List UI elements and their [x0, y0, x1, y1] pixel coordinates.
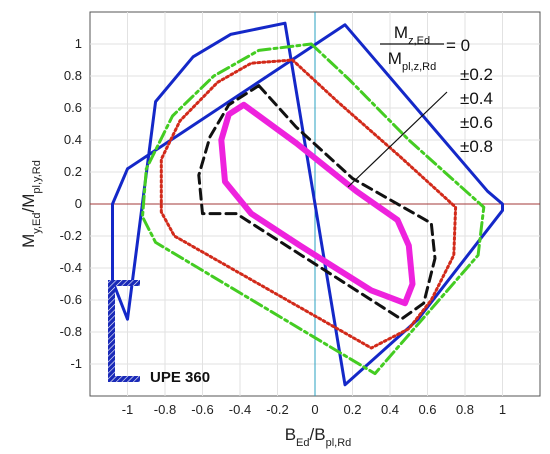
x-ticks: -1 -0.8 -0.6 -0.4 -0.2 0 0.2 0.4 0.6 0.8 1 — [122, 402, 506, 417]
section-label: UPE 360 — [150, 369, 210, 386]
legend-entry-3: ±0.6 — [460, 113, 493, 132]
y-tick-label-10: -1 — [70, 356, 82, 371]
legend-entry-0: = 0 — [446, 36, 470, 55]
x-tick-label-7: 0.4 — [381, 402, 399, 417]
x-tick-label-9: 0.8 — [456, 402, 474, 417]
x-tick-label-8: 0.6 — [418, 402, 436, 417]
x-tick-label-6: 0.2 — [343, 402, 361, 417]
legend-entry-4: ±0.8 — [460, 137, 493, 156]
web-icon — [108, 280, 115, 382]
series-line-0 — [111, 21, 504, 387]
flange-top-icon — [108, 280, 140, 286]
x-tick-label-3: -0.4 — [229, 402, 251, 417]
x-tick-label-10: 1 — [499, 402, 506, 417]
x-tick-label-5: 0 — [311, 402, 318, 417]
y-tick-label-4: 0.2 — [64, 164, 82, 179]
legend: Mz,Ed Mpl,z,Rd = 0 ±0.2 ±0.4 ±0.6 ±0.8 — [347, 23, 493, 188]
series-line-3 — [197, 84, 437, 321]
y-tick-label-9: -0.8 — [60, 324, 82, 339]
y-tick-label-2: 0.6 — [64, 100, 82, 115]
y-tick-label-8: -0.6 — [60, 292, 82, 307]
y-tick-label-5: 0 — [75, 196, 82, 211]
legend-entry-1: ±0.2 — [460, 65, 493, 84]
x-tick-label-1: -0.8 — [154, 402, 176, 417]
legend-entry-2: ±0.4 — [460, 89, 493, 108]
y-axis-title: My,Ed/Mpl,y,Rd — [19, 160, 43, 248]
x-tick-label-4: -0.2 — [266, 402, 288, 417]
legend-ratio-denominator: Mpl,z,Rd — [388, 49, 436, 73]
y-tick-label-6: -0.2 — [60, 228, 82, 243]
y-tick-label-0: 1 — [75, 36, 82, 51]
y-tick-label-7: -0.4 — [60, 260, 82, 275]
y-ticks: 1 0.8 0.6 0.4 0.2 0 -0.2 -0.4 -0.6 -0.8 -1 — [60, 36, 82, 371]
legend-pointer-line — [347, 91, 448, 188]
flange-bottom-icon — [108, 376, 140, 382]
y-tick-label-1: 0.8 — [64, 68, 82, 83]
y-tick-label-3: 0.4 — [64, 132, 82, 147]
upe-section-icon — [108, 280, 140, 382]
series-line-1 — [141, 42, 486, 376]
x-tick-label-0: -1 — [122, 402, 134, 417]
x-tick-label-2: -0.6 — [191, 402, 213, 417]
series-line-2 — [159, 58, 458, 350]
series-layer — [111, 21, 504, 387]
series-line-4 — [218, 101, 416, 307]
x-axis-title: BEd/Bpl,Rd — [285, 425, 352, 449]
